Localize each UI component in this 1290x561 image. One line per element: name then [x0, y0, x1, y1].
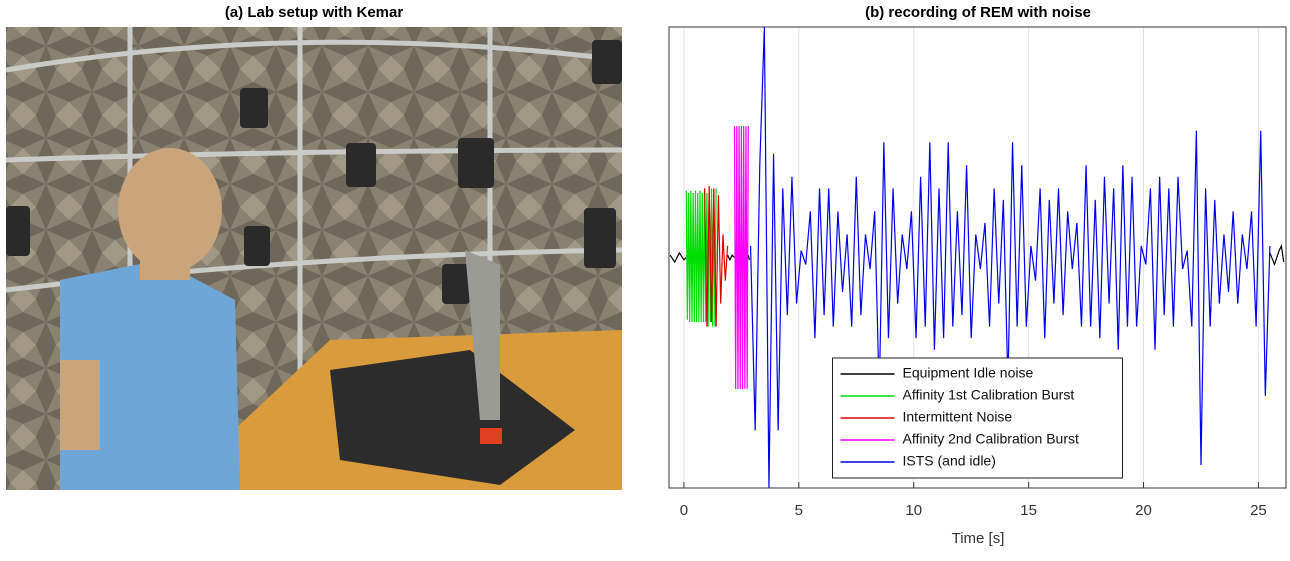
x-axis-label: Time [s] [952, 530, 1005, 547]
legend: Equipment Idle noise Affinity 1st Calibra… [833, 358, 1123, 478]
lab-photo [6, 27, 622, 490]
chart-title: (b) recording of REM with noise [865, 4, 1091, 21]
x-tick-label: 25 [1250, 502, 1267, 519]
legend-label: Affinity 2nd Calibration Burst [903, 431, 1079, 447]
x-tick-label: 10 [905, 502, 922, 519]
photo-title: (a) Lab setup with Kemar [225, 4, 404, 21]
x-tick-label: 15 [1020, 502, 1037, 519]
legend-label: ISTS (and idle) [903, 453, 996, 469]
plot-area: 0 5 10 15 20 25 Equipment Idle noise Affinity 1… [669, 27, 1286, 519]
legend-label: Equipment Idle noise [903, 365, 1034, 381]
x-tick-label: 5 [795, 502, 803, 519]
x-tick-label: 0 [680, 502, 688, 519]
legend-label: Intermittent Noise [903, 409, 1013, 425]
legend-label: Affinity 1st Calibration Burst [903, 387, 1075, 403]
x-tick-label: 20 [1135, 502, 1152, 519]
figure: (a) Lab setup with Kemar (b) [0, 0, 1290, 556]
